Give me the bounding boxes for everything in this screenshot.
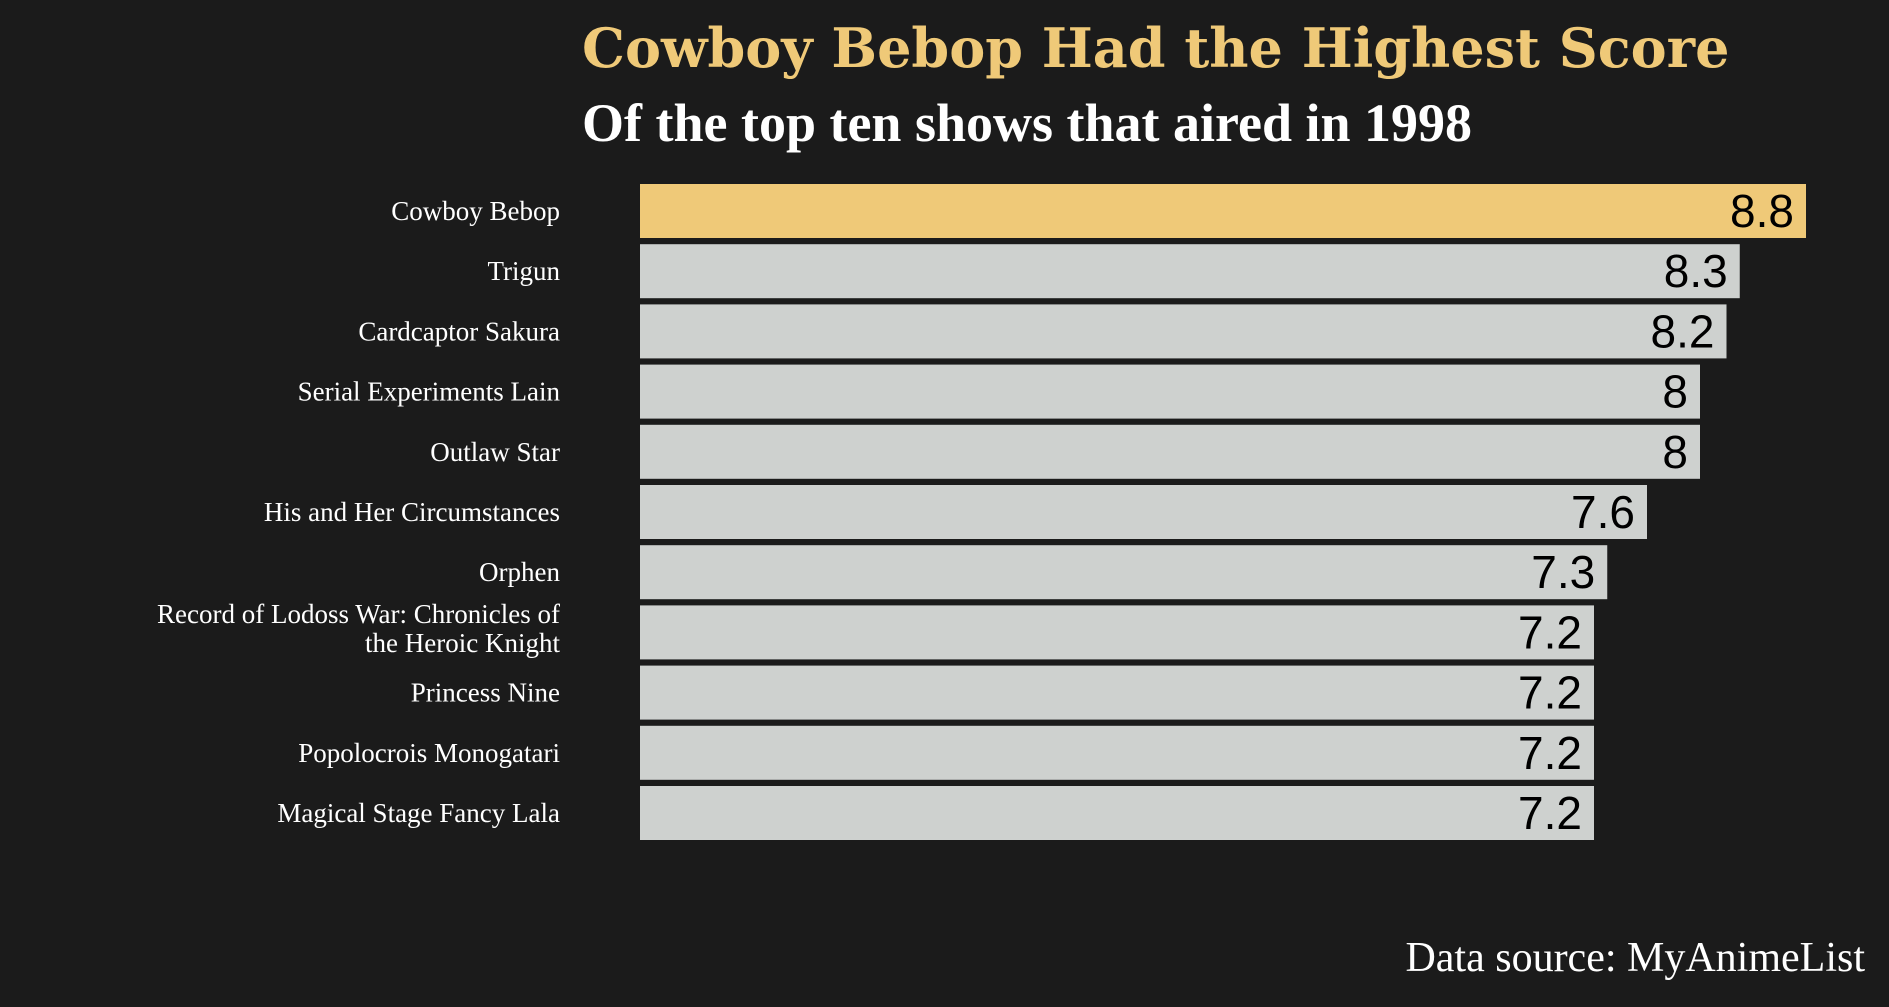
category-label-5: His and Her Circumstances (264, 497, 560, 527)
value-label-7: 7.2 (1518, 606, 1582, 658)
category-label-8: Princess Nine (411, 678, 560, 708)
data-source-note: Data source: MyAnimeList (1405, 935, 1865, 981)
category-label-0: Cowboy Bebop (391, 196, 560, 226)
category-label-10: Magical Stage Fancy Lala (277, 798, 560, 828)
value-label-9: 7.2 (1518, 727, 1582, 779)
bar-8 (640, 665, 1594, 720)
value-label-3: 8 (1662, 366, 1688, 418)
value-label-4: 8 (1662, 426, 1688, 478)
value-label-2: 8.2 (1651, 305, 1715, 357)
bar-7 (640, 605, 1594, 660)
bar-3 (640, 364, 1700, 419)
category-label-6: Orphen (479, 557, 560, 587)
value-label-6: 7.3 (1531, 546, 1595, 598)
category-label-2: Cardcaptor Sakura (358, 316, 560, 346)
value-label-1: 8.3 (1664, 245, 1728, 297)
bar-0 (640, 184, 1806, 238)
bar-5 (640, 485, 1647, 539)
category-label-1: Trigun (487, 256, 560, 286)
chart-subtitle: Of the top ten shows that aired in 1998 (582, 93, 1473, 153)
bar-6 (640, 545, 1608, 600)
chart-title: Cowboy Bebop Had the Highest Score (582, 16, 1730, 80)
value-label-5: 7.6 (1571, 486, 1635, 538)
bar-9 (640, 725, 1594, 780)
category-label-9: Popolocrois Monogatari (298, 738, 560, 768)
category-label-4: Outlaw Star (430, 437, 560, 467)
bar-4 (640, 424, 1700, 479)
bar-chart: 8.8 Cowboy Bebop 8.3 Trigun 8.2 Cardcaptor Sa… (157, 184, 1806, 840)
value-label-10: 7.2 (1518, 787, 1582, 839)
bar-2 (640, 304, 1727, 359)
value-label-0: 8.8 (1730, 185, 1794, 237)
category-label-7: Record of Lodoss War: Chronicles of the H… (157, 599, 560, 658)
category-label-3: Serial Experiments Lain (298, 377, 561, 407)
bar-10 (640, 786, 1594, 840)
value-label-8: 7.2 (1518, 667, 1582, 719)
bar-1 (640, 244, 1740, 299)
